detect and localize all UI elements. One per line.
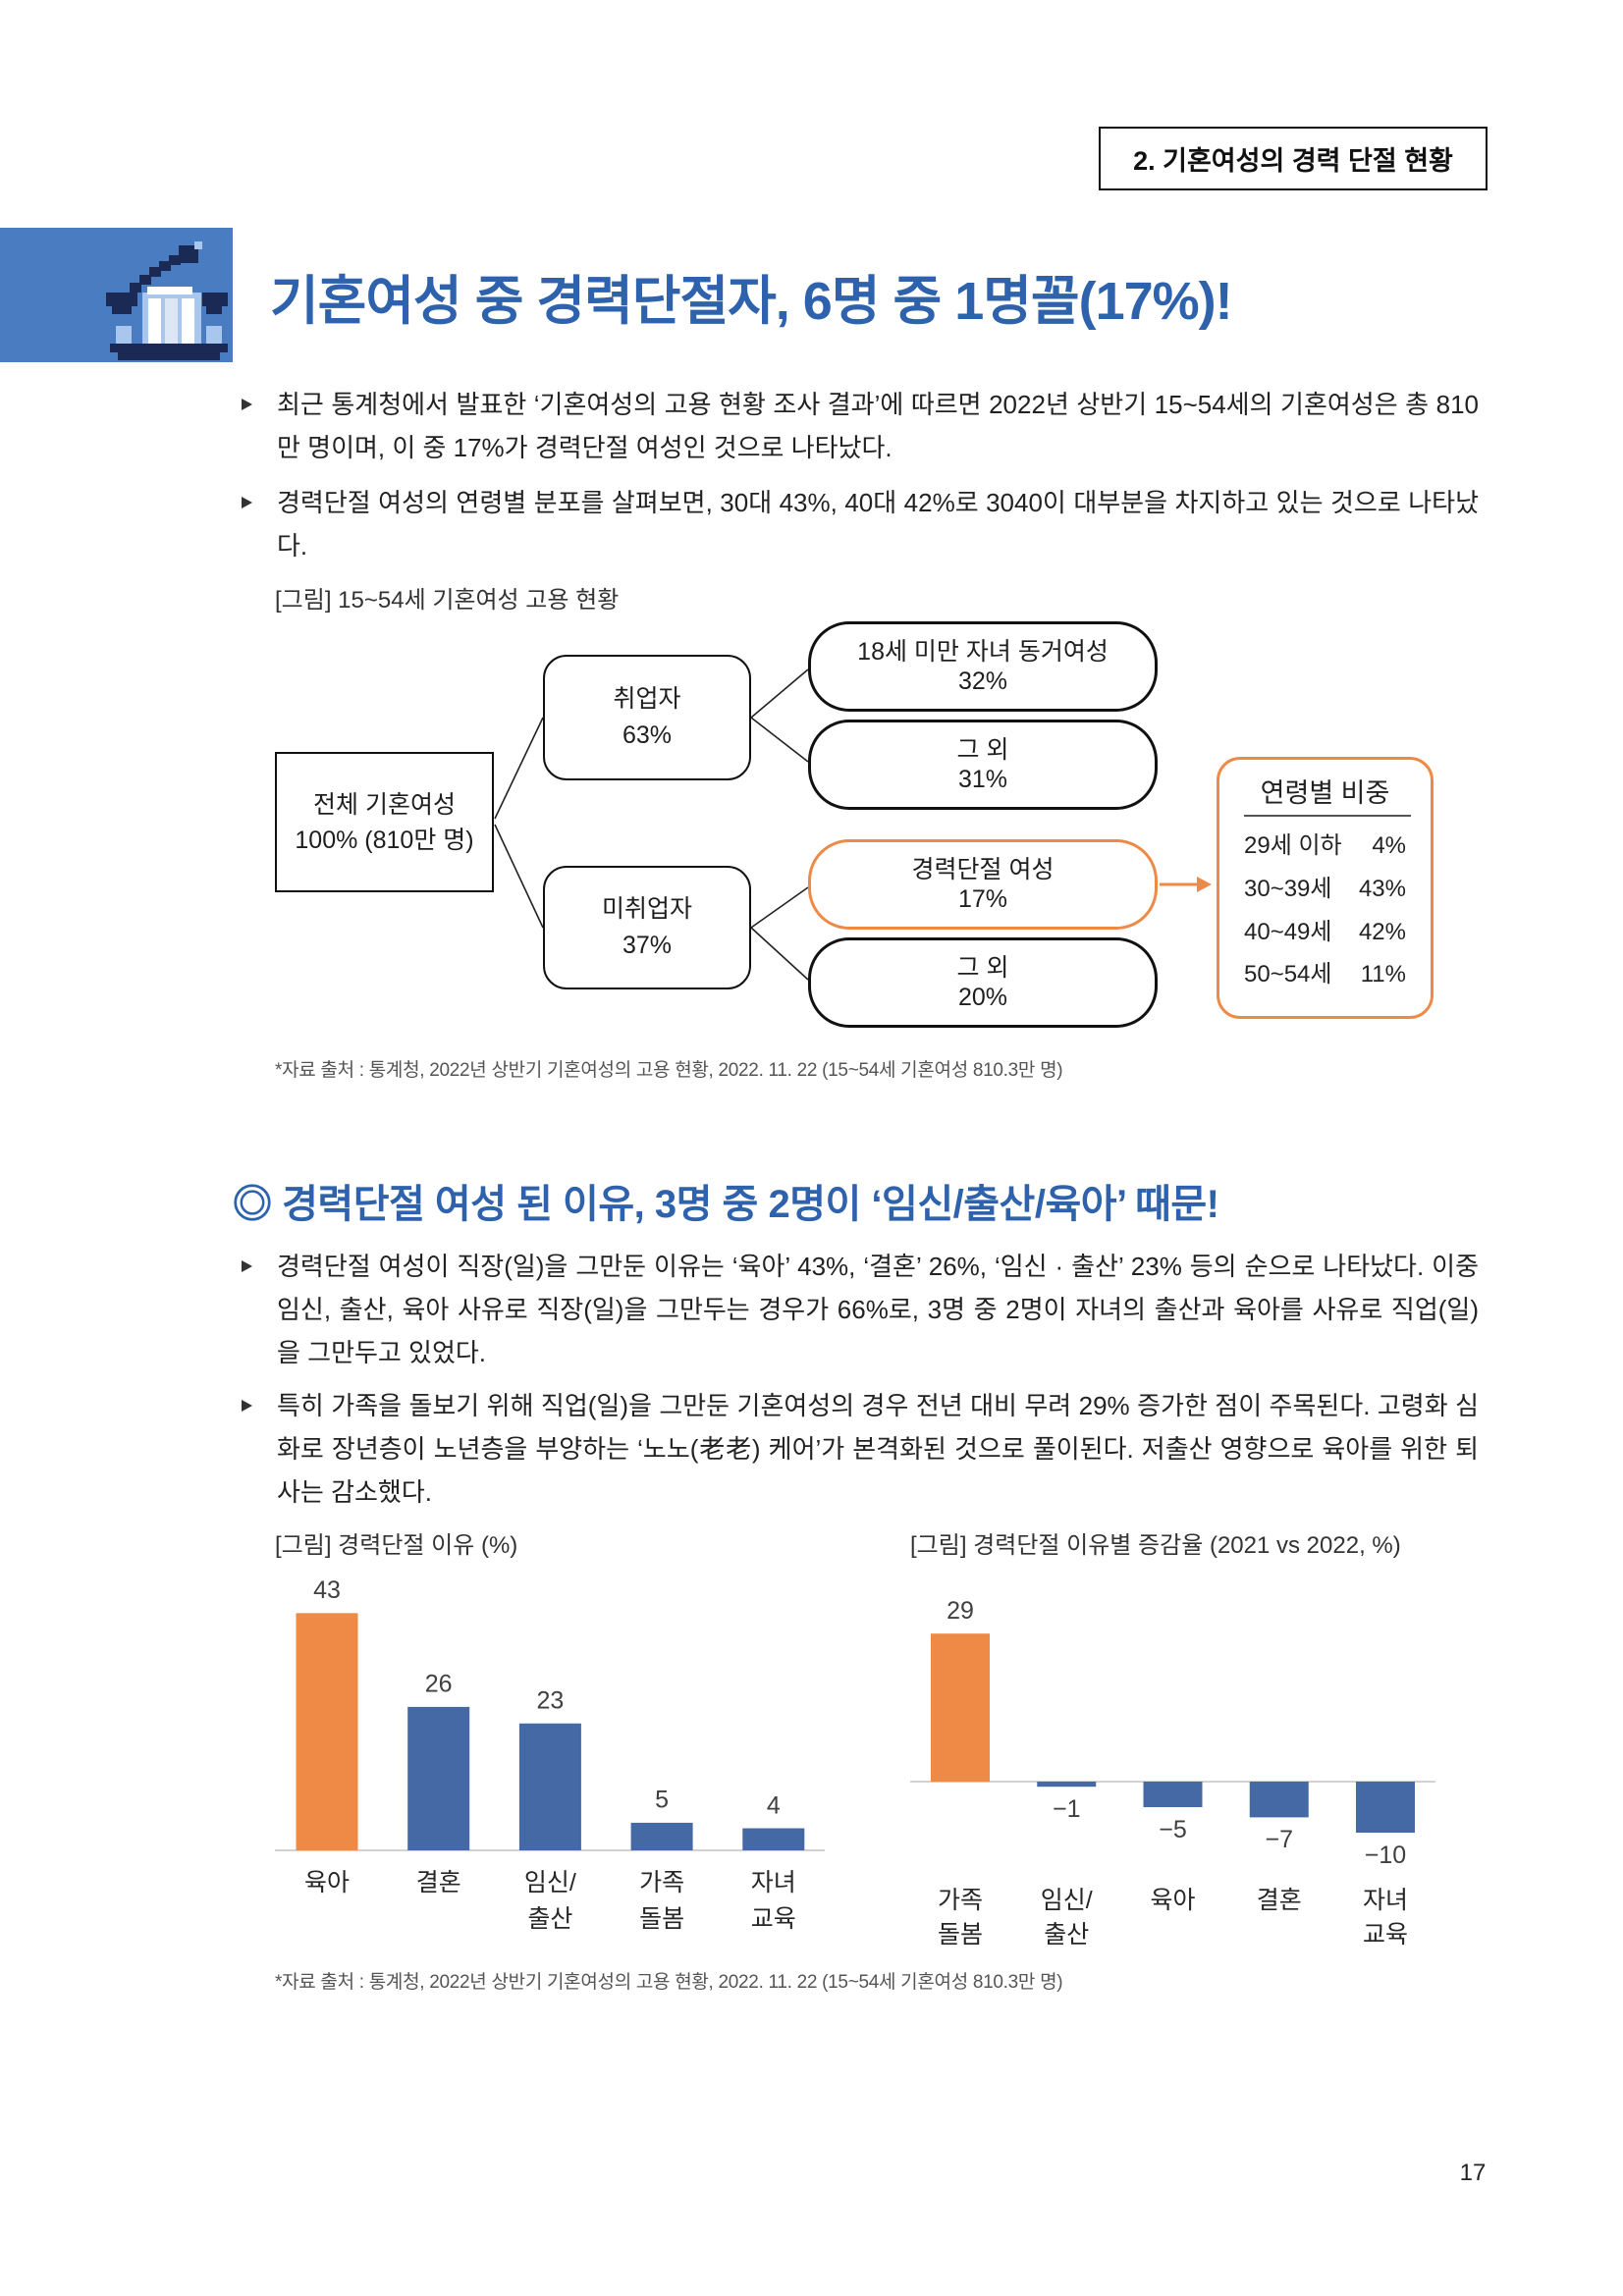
bar-5 bbox=[1356, 1782, 1415, 1833]
age-distribution-box: 연령별 비중 29세 이하 4% 30~39세 43% 40~49세 42% 5… bbox=[1217, 757, 1434, 1019]
connector-line bbox=[494, 824, 544, 929]
age-row: 30~39세 43% bbox=[1244, 875, 1406, 904]
node-all-married-women: 전체 기혼여성 100% (810만 명) bbox=[275, 752, 494, 892]
bar-2 bbox=[1037, 1782, 1097, 1788]
data-label-4: 5 bbox=[655, 1787, 669, 1814]
arrow-icon bbox=[1160, 877, 1212, 892]
data-label-5: 4 bbox=[767, 1791, 781, 1819]
bar-1 bbox=[296, 1613, 358, 1850]
connector-line bbox=[750, 668, 809, 719]
node-career-break: 경력단절 여성 17% bbox=[808, 839, 1158, 930]
connector-line bbox=[750, 886, 809, 929]
category-label-5: 자녀 교육 bbox=[751, 1869, 796, 1933]
section-heading: ◎ 경력단절 여성 된 이유, 3명 중 2명이 ‘임신/출산/육아’ 때문! bbox=[233, 1183, 1219, 1226]
category-label-3: 임신/출산 bbox=[524, 1869, 576, 1933]
source-note: *자료 출처 : 통계청, 2022년 상반기 기혼여성의 고용 현황, 202… bbox=[275, 1060, 1063, 1081]
node-label: 그 외 bbox=[956, 954, 1009, 982]
chart-caption-change: [그림] 경력단절 이유별 증감율 (2021 vs 2022, %) bbox=[910, 1532, 1401, 1559]
connector-line bbox=[494, 717, 544, 820]
category-label-5: 자녀 교육 bbox=[1363, 1887, 1408, 1949]
node-employed-with-children: 18세 미만 자녀 동거여성 32% bbox=[808, 621, 1158, 712]
data-label-5: −10 bbox=[1365, 1842, 1406, 1869]
age-share: 4% bbox=[1372, 832, 1406, 859]
age-share: 43% bbox=[1358, 876, 1406, 902]
data-label-2: −1 bbox=[1053, 1795, 1081, 1823]
node-label: 18세 미만 자녀 동거여성 bbox=[857, 638, 1109, 666]
category-label-1: 가족 돌봄 bbox=[938, 1887, 983, 1949]
bullet-paragraph: 최근 통계청에서 발표한 ‘기혼여성의 고용 현황 조사 결과’에 따르면 20… bbox=[277, 390, 1479, 462]
node-unemployed: 미취업자 37% bbox=[543, 866, 751, 989]
category-label-1: 육아 bbox=[304, 1869, 350, 1896]
age-row: 40~49세 42% bbox=[1244, 918, 1406, 947]
age-label: 40~49세 bbox=[1244, 919, 1332, 945]
bullet-icon bbox=[242, 497, 252, 508]
bullet-icon bbox=[242, 399, 252, 410]
bullet-paragraph: 경력단절 여성의 연령별 분포를 살펴보면, 30대 43%, 40대 42%로… bbox=[277, 488, 1479, 561]
node-value: 32% bbox=[957, 667, 1008, 695]
chart-career-break-reasons: 43 육아 26 결혼 23 임신/출산 5 가족 돌봄 4 자녀 교육 bbox=[275, 1576, 825, 1933]
data-label-2: 26 bbox=[425, 1671, 453, 1698]
divider bbox=[1244, 815, 1411, 817]
age-row: 29세 이하 4% bbox=[1244, 831, 1406, 861]
title-icon-block bbox=[0, 228, 233, 362]
bullet-icon bbox=[242, 1400, 252, 1412]
age-box-title: 연령별 비중 bbox=[1260, 778, 1390, 808]
age-row: 50~54세 11% bbox=[1244, 960, 1406, 989]
section-tag: 2. 기혼여성의 경력 단절 현황 bbox=[1099, 127, 1488, 190]
node-label: 경력단절 여성 bbox=[911, 856, 1055, 883]
node-label: 취업자 bbox=[613, 685, 681, 713]
age-label: 30~39세 bbox=[1244, 876, 1332, 902]
category-label-4: 결혼 bbox=[1257, 1887, 1302, 1914]
data-label-4: −7 bbox=[1265, 1826, 1293, 1853]
data-label-3: 23 bbox=[536, 1686, 564, 1714]
node-label: 그 외 bbox=[956, 736, 1009, 764]
category-label-2: 결혼 bbox=[416, 1869, 461, 1896]
page-number: 17 bbox=[1459, 2160, 1487, 2186]
node-value: 100% (810만 명) bbox=[295, 826, 474, 854]
node-value: 17% bbox=[957, 885, 1008, 913]
figure-caption: [그림] 15~54세 기혼여성 고용 현황 bbox=[275, 587, 620, 614]
category-label-2: 임신/출산 bbox=[1041, 1887, 1093, 1949]
chart-caption-reasons: [그림] 경력단절 이유 (%) bbox=[275, 1532, 518, 1559]
node-value: 63% bbox=[622, 721, 673, 749]
connector-line bbox=[750, 717, 809, 763]
bar-4 bbox=[1249, 1782, 1309, 1818]
node-label: 전체 기혼여성 bbox=[313, 790, 456, 819]
bar-4 bbox=[630, 1822, 693, 1850]
bar-5 bbox=[742, 1828, 805, 1850]
data-label-1: 43 bbox=[313, 1576, 341, 1604]
age-share: 11% bbox=[1360, 961, 1406, 988]
node-value: 20% bbox=[957, 984, 1008, 1011]
node-value: 37% bbox=[622, 932, 673, 959]
category-label-3: 육아 bbox=[1150, 1887, 1195, 1914]
bullet-paragraph: 특히 가족을 돌보기 위해 직업(일)을 그만둔 기혼여성의 경우 전년 대비 … bbox=[277, 1391, 1479, 1507]
age-label: 50~54세 bbox=[1244, 961, 1332, 988]
node-employed: 취업자 63% bbox=[543, 655, 751, 780]
age-share: 42% bbox=[1358, 919, 1406, 945]
source-note: *자료 출처 : 통계청, 2022년 상반기 기혼여성의 고용 현황, 202… bbox=[275, 1972, 1063, 1993]
bar-3 bbox=[518, 1723, 581, 1850]
age-label: 29세 이하 bbox=[1244, 832, 1342, 859]
bar-1 bbox=[931, 1633, 990, 1782]
category-label-4: 가족 돌봄 bbox=[639, 1869, 684, 1933]
node-value: 31% bbox=[957, 766, 1008, 793]
page-title: 기혼여성 중 경력단절자, 6명 중 1명꼴(17%)! bbox=[270, 272, 1233, 331]
bar-3 bbox=[1143, 1782, 1203, 1807]
bar-2 bbox=[407, 1706, 470, 1850]
bullet-paragraph: 경력단절 여성이 직장(일)을 그만둔 이유는 ‘육아’ 43%, ‘결혼’ 2… bbox=[277, 1252, 1479, 1367]
node-label: 미취업자 bbox=[601, 895, 692, 923]
data-label-3: −5 bbox=[1159, 1816, 1187, 1843]
chart-reason-change-rate: 29 가족 돌봄 −1 임신/출산 −5 육아 −7 결혼 −10 자녀 교육 bbox=[910, 1597, 1435, 1949]
data-label-1: 29 bbox=[947, 1597, 974, 1625]
node-employed-other: 그 외 31% bbox=[808, 720, 1158, 810]
chart-growth-icon bbox=[106, 241, 228, 360]
bullet-icon bbox=[242, 1260, 252, 1272]
connector-line bbox=[750, 927, 809, 981]
node-unemployed-other: 그 외 20% bbox=[808, 937, 1158, 1028]
